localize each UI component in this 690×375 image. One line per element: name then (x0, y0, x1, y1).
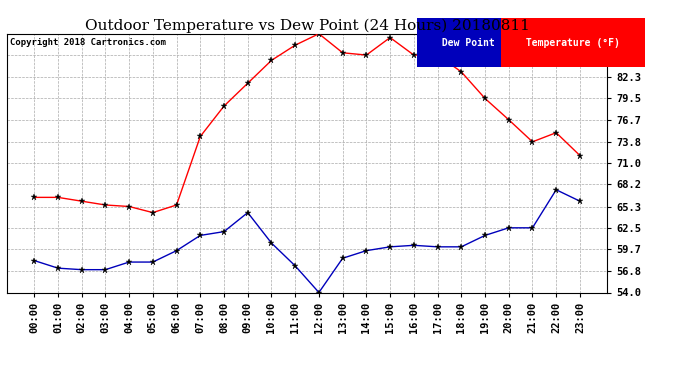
Text: Temperature (°F): Temperature (°F) (520, 38, 626, 48)
Text: Dew Point (°F): Dew Point (°F) (436, 38, 530, 48)
Text: Copyright 2018 Cartronics.com: Copyright 2018 Cartronics.com (10, 38, 166, 46)
Title: Outdoor Temperature vs Dew Point (24 Hours) 20180811: Outdoor Temperature vs Dew Point (24 Hou… (85, 18, 529, 33)
